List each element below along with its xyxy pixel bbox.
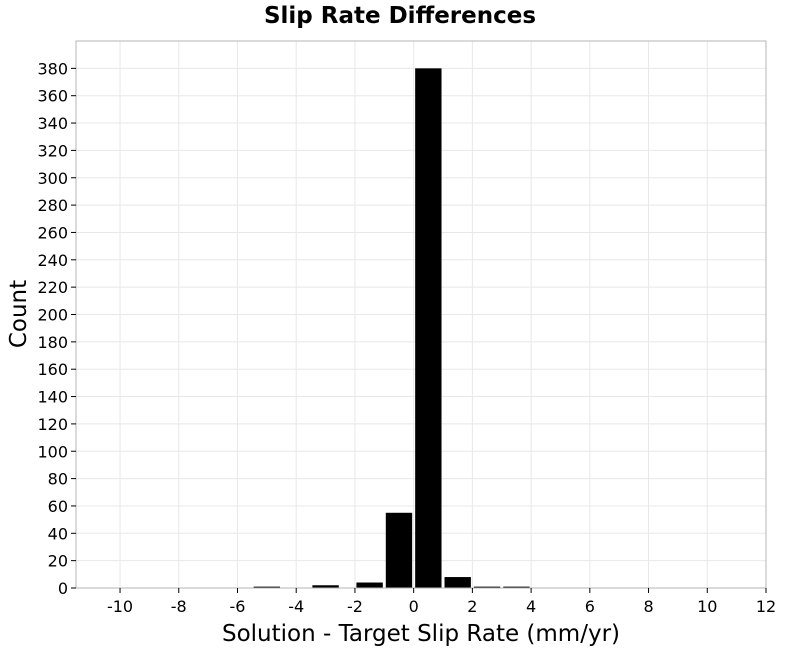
x-axis-ticks: -10 -8 -6 -4 -2 0 2 4 6 8 10 12 [107,588,776,616]
y-tick-label: 260 [37,223,68,242]
y-tick-label: 300 [37,169,68,188]
x-tick-label: -6 [230,597,246,616]
x-tick-label: 6 [585,597,595,616]
x-tick-label: 12 [756,597,776,616]
bar [415,68,442,589]
y-tick-label: 200 [37,306,68,325]
y-tick-label: 320 [37,141,68,160]
y-tick-label: 360 [37,87,68,106]
x-tick-label: 4 [526,597,536,616]
x-tick-label: -4 [288,597,304,616]
bar [503,586,530,588]
y-tick-label: 80 [48,470,68,489]
y-tick-label: 20 [48,552,68,571]
x-tick-label: -10 [107,597,133,616]
y-tick-label: 160 [37,360,68,379]
x-tick-label: 10 [697,597,717,616]
y-tick-label: 220 [37,278,68,297]
y-axis-label: Count [6,280,32,348]
x-tick-label: 0 [409,597,419,616]
y-tick-label: 240 [37,251,68,270]
bar [356,582,383,588]
bar [385,512,413,588]
y-tick-label: 120 [37,415,68,434]
y-tick-label: 280 [37,196,68,215]
y-tick-label: 380 [37,59,68,78]
x-tick-label: -8 [171,597,187,616]
bars [253,68,530,589]
chart-title: Slip Rate Differences [264,3,536,29]
x-axis-label: Solution - Target Slip Rate (mm/yr) [222,621,620,647]
y-tick-label: 0 [58,579,68,598]
bar [473,586,501,588]
y-tick-label: 100 [37,442,68,461]
x-tick-label: -2 [347,597,363,616]
y-tick-label: 40 [48,524,68,543]
x-tick-label: 2 [467,597,477,616]
bar [444,577,471,588]
y-tick-label: 60 [48,497,68,516]
x-tick-label: 8 [643,597,653,616]
y-tick-label: 340 [37,114,68,133]
y-tick-label: 140 [37,388,68,407]
y-tick-label: 180 [37,333,68,352]
bar [312,585,339,588]
bar [253,586,281,588]
y-axis-ticks: 0 20 40 60 80 100 120 140 160 180 200 220 240 260 280 3… [37,59,76,598]
